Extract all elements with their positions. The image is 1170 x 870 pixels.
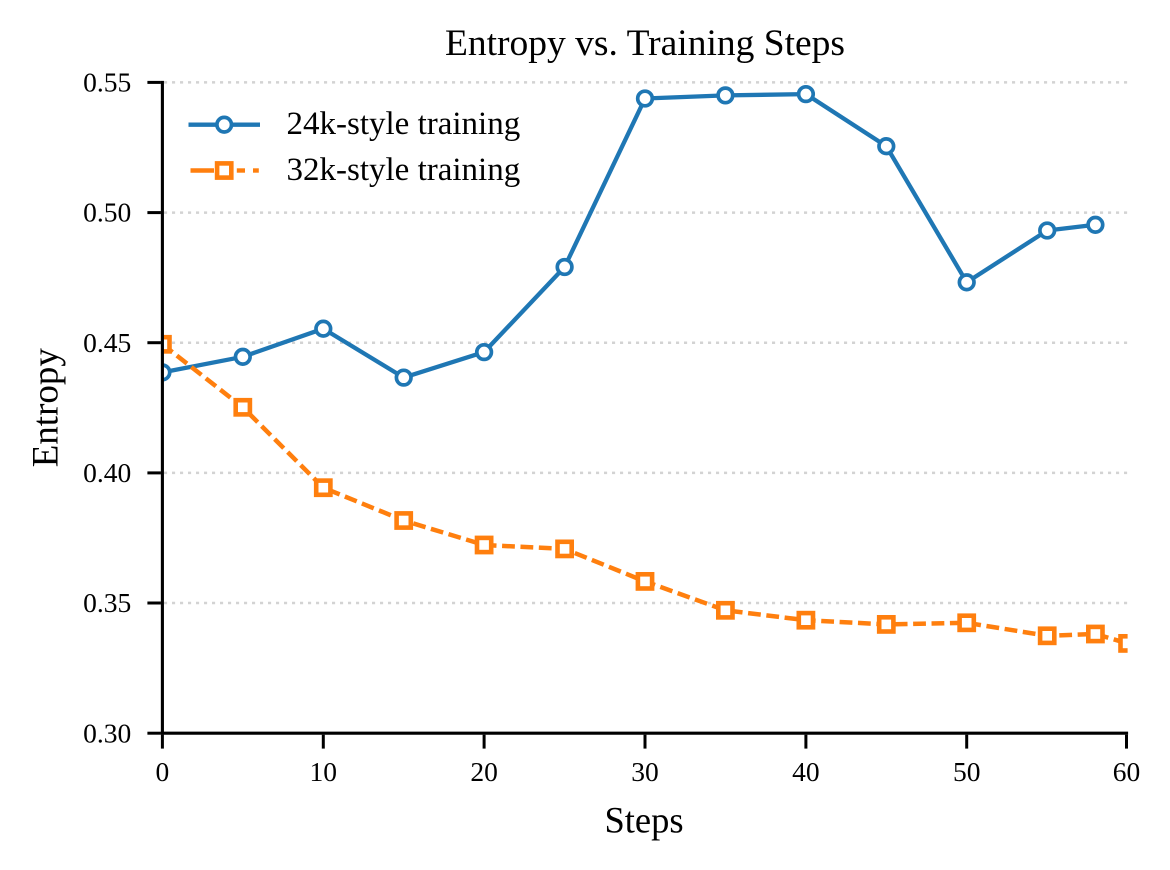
svg-text:60: 60 <box>1113 756 1141 787</box>
svg-text:Steps: Steps <box>604 799 683 840</box>
svg-text:0.30: 0.30 <box>83 717 131 748</box>
svg-text:0: 0 <box>156 756 170 787</box>
svg-text:24k-style training: 24k-style training <box>287 106 521 142</box>
svg-text:0.50: 0.50 <box>83 197 131 228</box>
svg-text:50: 50 <box>953 756 981 787</box>
svg-text:0.35: 0.35 <box>83 587 131 618</box>
svg-text:10: 10 <box>310 756 338 787</box>
svg-text:Entropy: Entropy <box>26 348 67 468</box>
svg-text:0.40: 0.40 <box>83 457 131 488</box>
svg-text:40: 40 <box>792 756 820 787</box>
svg-text:32k-style training: 32k-style training <box>287 152 521 188</box>
svg-text:Entropy vs. Training Steps: Entropy vs. Training Steps <box>445 23 845 64</box>
svg-text:0.55: 0.55 <box>83 67 131 98</box>
svg-text:0.45: 0.45 <box>83 327 131 358</box>
svg-text:30: 30 <box>631 756 659 787</box>
svg-text:20: 20 <box>470 756 498 787</box>
